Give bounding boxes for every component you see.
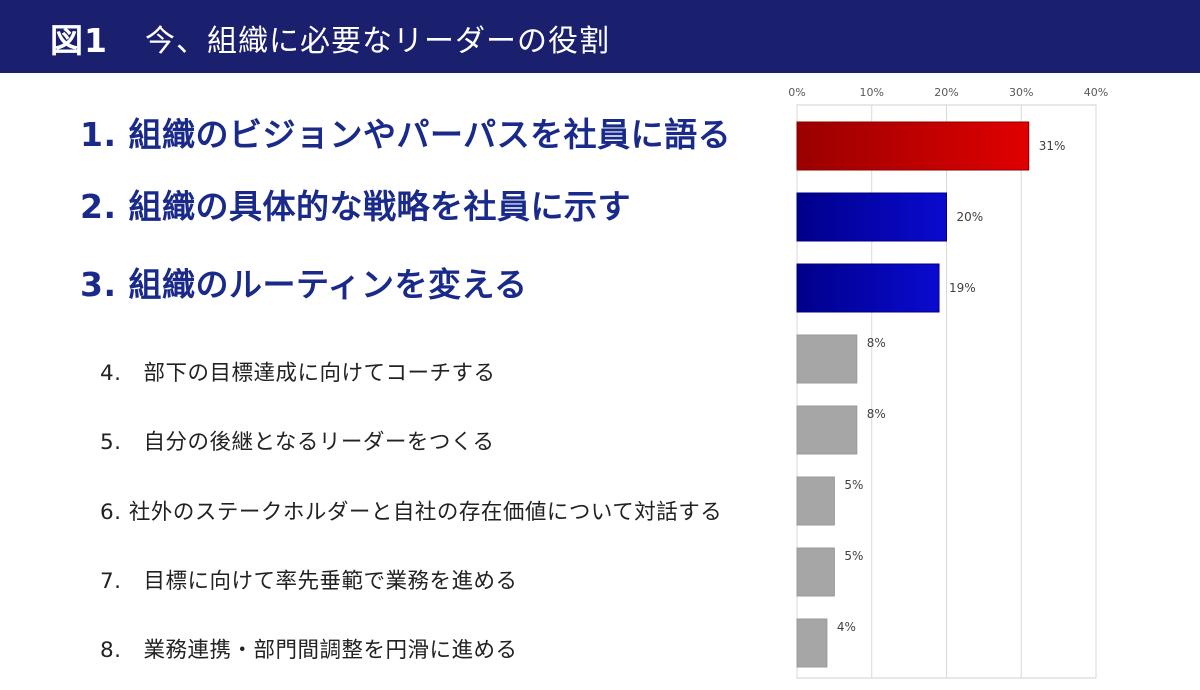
data-label: 31% <box>1039 139 1066 153</box>
category-label: 6. 社外のステークホルダーと自社の存在価値について対話する <box>100 500 723 525</box>
category-label: 8. 業務連携・部門間調整を円滑に進める <box>100 638 518 663</box>
category-label: 7. 目標に向けて率先垂範で業務を進める <box>100 569 518 594</box>
bar <box>796 121 1030 171</box>
bar <box>796 192 947 242</box>
x-tick-label: 20% <box>934 86 958 99</box>
category-label: 1. 組織のビジョンやパーパスを社員に語る <box>80 115 732 154</box>
x-tick-label: 40% <box>1084 86 1108 99</box>
title-banner: 図1 今、組織に必要なリーダーの役割 <box>0 0 1200 73</box>
data-label: 8% <box>867 407 886 421</box>
bar <box>796 263 940 313</box>
category-label: 4. 部下の目標達成に向けてコーチする <box>100 361 496 386</box>
data-label: 5% <box>844 549 863 563</box>
bar <box>796 547 835 597</box>
bar <box>796 405 858 455</box>
category-label: 3. 組織のルーティンを変える <box>80 265 528 304</box>
data-label: 5% <box>844 478 863 492</box>
page-title: 今、組織に必要なリーダーの役割 <box>145 24 610 59</box>
category-label: 2. 組織の具体的な戦略を社員に示す <box>80 187 631 226</box>
x-tick-label: 0% <box>788 86 805 99</box>
x-tick-label: 30% <box>1009 86 1033 99</box>
x-tick-label: 10% <box>860 86 884 99</box>
data-label: 8% <box>867 336 886 350</box>
data-label: 19% <box>949 281 976 295</box>
bar <box>796 618 828 668</box>
bar <box>796 476 835 526</box>
data-label: 4% <box>837 620 856 634</box>
figure-label: 図1 <box>50 21 108 60</box>
data-label: 20% <box>957 210 984 224</box>
bar <box>796 334 858 384</box>
category-label: 5. 自分の後継となるリーダーをつくる <box>100 430 495 455</box>
